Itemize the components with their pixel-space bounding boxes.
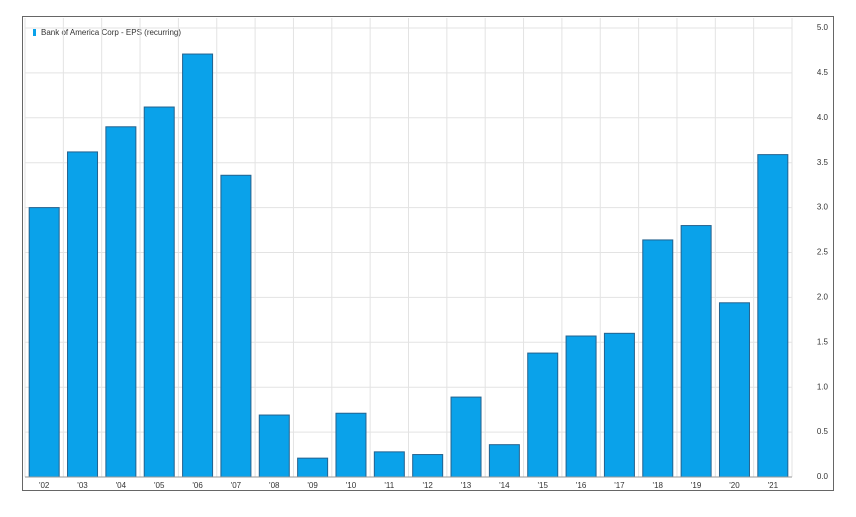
- bar: [642, 239, 674, 478]
- bar: [718, 302, 750, 478]
- bar: [603, 332, 635, 478]
- x-tick-label: '03: [77, 481, 88, 490]
- bar: [373, 451, 405, 478]
- x-tick-label: '07: [231, 481, 242, 490]
- y-tick-label: 3.0: [817, 203, 829, 212]
- bar: [143, 106, 175, 478]
- y-tick-label: 4.5: [817, 68, 829, 77]
- x-tick-label: '18: [653, 481, 664, 490]
- bar: [565, 335, 597, 478]
- x-tick-label: '11: [384, 481, 394, 490]
- y-tick-label: 0.5: [817, 427, 829, 436]
- bar: [67, 151, 99, 478]
- x-tick-label: '17: [614, 481, 625, 490]
- bar: [258, 414, 290, 478]
- bar: [412, 454, 444, 478]
- y-tick-label: 3.5: [817, 158, 829, 167]
- bar: [335, 412, 367, 478]
- y-tick-label: 2.5: [817, 248, 829, 257]
- bar: [297, 457, 329, 478]
- x-tick-label: '06: [192, 481, 203, 490]
- x-tick-label: '05: [154, 481, 165, 490]
- legend-label: Bank of America Corp - EPS (recurring): [41, 28, 181, 37]
- x-tick-label: '02: [39, 481, 50, 490]
- chart-frame: [22, 16, 834, 491]
- y-tick-label: 1.5: [817, 337, 829, 346]
- bar: [182, 53, 214, 478]
- x-tick-label: '08: [269, 481, 280, 490]
- bar: [757, 154, 789, 478]
- x-tick-label: '15: [538, 481, 549, 490]
- x-tick-label: '10: [346, 481, 357, 490]
- bar: [450, 396, 482, 478]
- x-tick-label: '12: [422, 481, 433, 490]
- bar: [527, 352, 559, 478]
- x-tick-label: '13: [461, 481, 472, 490]
- y-tick-label: 4.0: [817, 113, 829, 122]
- y-tick-label: 0.0: [817, 472, 829, 481]
- x-tick-label: '14: [499, 481, 510, 490]
- bar: [28, 207, 60, 478]
- y-tick-label: 5.0: [817, 23, 829, 32]
- x-tick-label: '21: [768, 481, 779, 490]
- x-tick-label: '16: [576, 481, 587, 490]
- x-tick-label: '19: [691, 481, 702, 490]
- x-tick-label: '20: [729, 481, 740, 490]
- bar: [680, 225, 712, 478]
- y-tick-label: 1.0: [817, 382, 829, 391]
- y-tick-label: 2.0: [817, 293, 829, 302]
- bar: [488, 444, 520, 478]
- x-tick-label: '09: [307, 481, 318, 490]
- x-tick-label: '04: [116, 481, 127, 490]
- bar: [105, 126, 137, 478]
- legend-marker: [33, 29, 36, 36]
- bar: [220, 174, 252, 478]
